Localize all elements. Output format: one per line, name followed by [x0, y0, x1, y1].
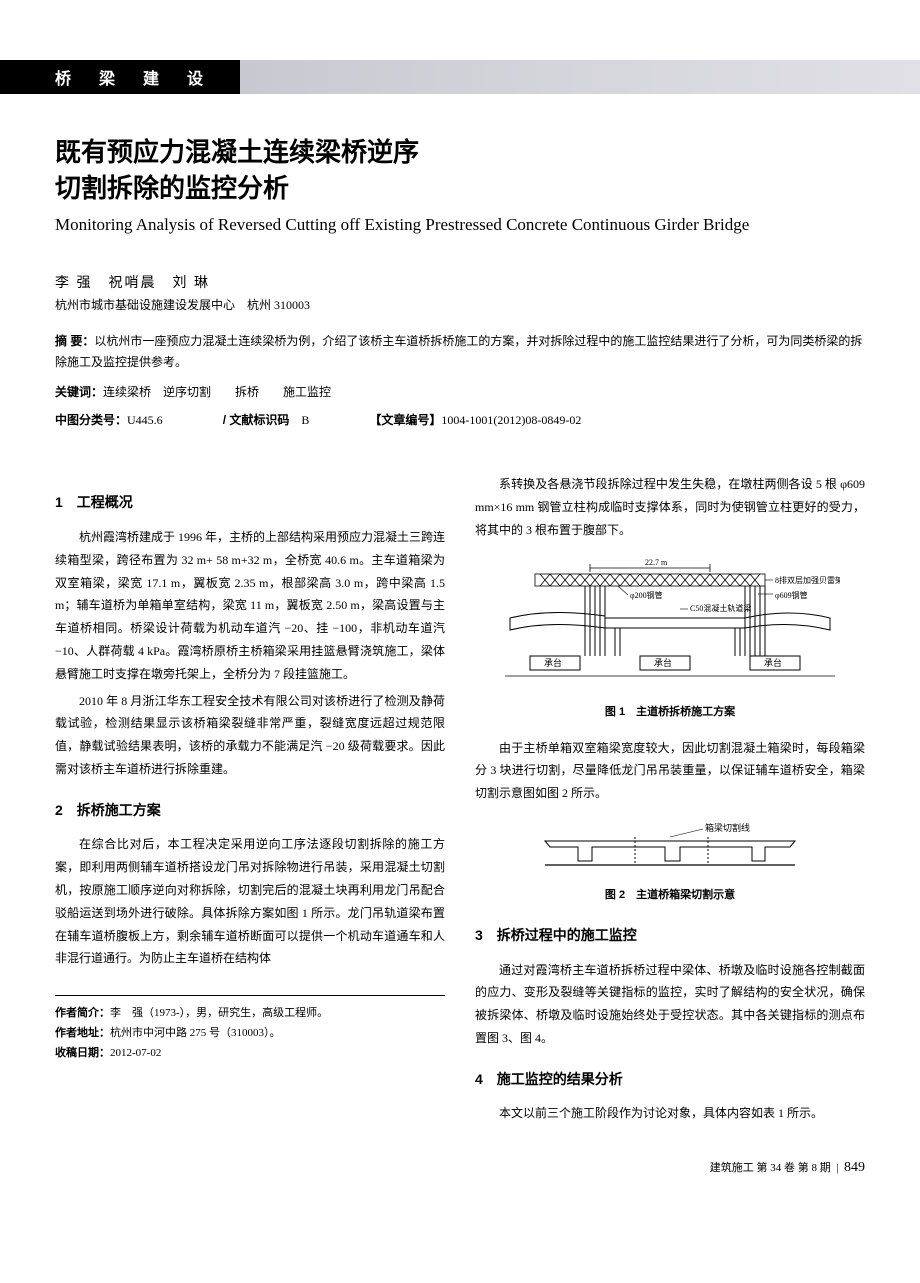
svg-text:8排双层加强贝雷架: 8排双层加强贝雷架	[775, 575, 840, 585]
p-after-fig1: 由于主桥单箱双室箱梁宽度较大，因此切割混凝土箱梁时，每段箱梁分 3 块进行切割，…	[475, 737, 865, 805]
section-1-p1: 杭州霞湾桥建成于 1996 年，主桥的上部结构采用预应力混凝土三跨连续箱型梁，跨…	[55, 526, 445, 686]
page-footer: 建筑施工 第 34 卷 第 8 期 | 849	[55, 1159, 865, 1176]
right-column: 系转换及各悬浇节段拆除过程中发生失稳，在墩柱两侧各设 5 根 φ609 mm×1…	[475, 473, 865, 1129]
figure-2-caption: 图 2 主道桥箱梁切割示意	[475, 885, 865, 906]
clc: 中图分类号：U445.6	[55, 411, 163, 428]
figure-2: 箱梁切割线 图 2 主道桥箱梁切割示意	[475, 819, 865, 906]
svg-text:箱梁切割线: 箱梁切割线	[705, 822, 750, 833]
footer-journal: 建筑施工	[710, 1162, 754, 1174]
section-4-heading: 4 施工监控的结果分析	[475, 1066, 865, 1093]
section-3-heading: 3 拆桥过程中的施工监控	[475, 922, 865, 949]
header-category: 桥 梁 建 设	[0, 60, 240, 94]
date-label: 收稿日期：	[55, 1047, 110, 1059]
footer-issue: 第 34 卷 第 8 期	[757, 1162, 831, 1174]
keywords-text: 连续梁桥 逆序切割 拆桥 施工监控	[103, 385, 331, 399]
title-chinese: 既有预应力混凝土连续梁桥逆序 切割拆除的监控分析	[55, 134, 865, 207]
affiliation: 杭州市城市基础设施建设发展中心 杭州 310003	[55, 296, 865, 313]
section-2-p1: 在综合比对后，本工程决定采用逆向工序法逐段切割拆除的施工方案，即利用两侧辅车道桥…	[55, 833, 445, 970]
classification-row: 中图分类号：U445.6 / 文献标识码 B 【文章编号】1004-1001(2…	[55, 411, 865, 428]
svg-text:φ609钢管: φ609钢管	[775, 590, 808, 600]
svg-text:承台: 承台	[764, 657, 782, 668]
addr-text: 杭州市中河中路 275 号（310003）。	[110, 1027, 281, 1039]
figure-1-svg: 22.7 m	[500, 556, 840, 696]
keywords-label: 关键词：	[55, 385, 103, 399]
svg-text:承台: 承台	[544, 657, 562, 668]
header-stripe	[240, 60, 920, 94]
abstract-text: 以杭州市一座预应力混凝土连续梁桥为例，介绍了该桥主车道桥拆桥施工的方案，并对拆除…	[55, 334, 862, 370]
right-intro: 系转换及各悬浇节段拆除过程中发生失稳，在墩柱两侧各设 5 根 φ609 mm×1…	[475, 473, 865, 541]
abstract-label: 摘 要：	[55, 334, 94, 348]
title-cn-line1: 既有预应力混凝土连续梁桥逆序	[55, 137, 419, 167]
header-bar: 桥 梁 建 设	[0, 60, 920, 94]
title-english: Monitoring Analysis of Reversed Cutting …	[55, 213, 865, 237]
left-column: 1 工程概况 杭州霞湾桥建成于 1996 年，主桥的上部结构采用预应力混凝土三跨…	[55, 473, 445, 1129]
figure-1: 22.7 m	[475, 556, 865, 723]
section-1-p2: 2010 年 8 月浙江华东工程安全技术有限公司对该桥进行了检测及静荷载试验，检…	[55, 690, 445, 781]
figure-2-svg: 箱梁切割线	[540, 819, 800, 879]
abstract: 摘 要：以杭州市一座预应力混凝土连续梁桥为例，介绍了该桥主车道桥拆桥施工的方案，…	[55, 331, 865, 374]
bio-text: 李 强（1973-），男，研究生，高级工程师。	[110, 1007, 328, 1019]
addr-label: 作者地址：	[55, 1027, 110, 1039]
author-info: 作者简介：李 强（1973-），男，研究生，高级工程师。 作者地址：杭州市中河中…	[55, 995, 445, 1063]
doc-code: / 文献标识码 B	[223, 411, 310, 428]
date-text: 2012-07-02	[110, 1047, 161, 1059]
svg-text:φ200钢管: φ200钢管	[630, 590, 663, 600]
body-columns: 1 工程概况 杭州霞湾桥建成于 1996 年，主桥的上部结构采用预应力混凝土三跨…	[55, 473, 865, 1129]
section-2-heading: 2 拆桥施工方案	[55, 797, 445, 824]
section-4-p1: 本文以前三个施工阶段作为讨论对象，具体内容如表 1 所示。	[475, 1102, 865, 1125]
article-id: 【文章编号】1004-1001(2012)08-0849-02	[369, 411, 581, 428]
authors: 李 强 祝哨晨 刘 琳	[55, 272, 865, 292]
bio-label: 作者简介：	[55, 1007, 110, 1019]
footer-page: 849	[844, 1160, 865, 1175]
title-cn-line2: 切割拆除的监控分析	[55, 173, 289, 203]
svg-text:C50混凝土轨道梁: C50混凝土轨道梁	[690, 603, 751, 613]
svg-text:承台: 承台	[654, 657, 672, 668]
section-3-p1: 通过对霞湾桥主车道桥拆桥过程中梁体、桥墩及临时设施各控制截面的应力、变形及裂缝等…	[475, 959, 865, 1050]
figure-1-caption: 图 1 主道桥拆桥施工方案	[475, 702, 865, 723]
svg-text:22.7 m: 22.7 m	[645, 558, 668, 567]
keywords: 关键词：连续梁桥 逆序切割 拆桥 施工监控	[55, 382, 865, 404]
section-1-heading: 1 工程概况	[55, 489, 445, 516]
